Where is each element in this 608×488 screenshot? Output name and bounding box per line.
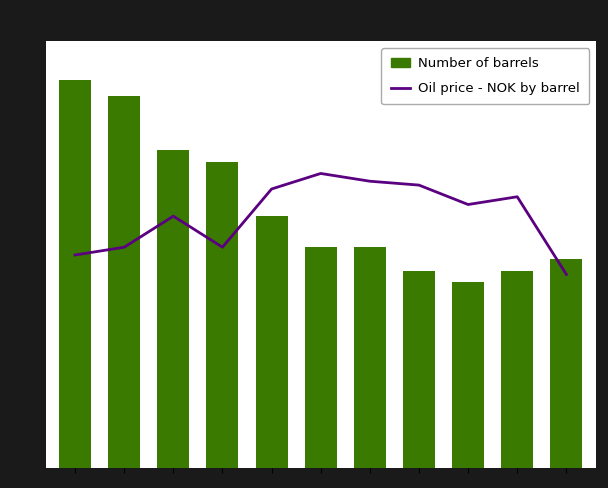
Legend: Number of barrels, Oil price - NOK by barrel: Number of barrels, Oil price - NOK by ba…	[381, 48, 589, 104]
Bar	[305, 247, 337, 468]
Bar	[255, 216, 288, 468]
Bar	[501, 270, 533, 468]
Bar	[59, 81, 91, 468]
Bar	[452, 282, 484, 468]
Bar	[403, 270, 435, 468]
Bar	[354, 247, 386, 468]
Bar	[207, 162, 238, 468]
Bar	[550, 259, 582, 468]
Bar	[108, 96, 140, 468]
Bar	[157, 150, 189, 468]
